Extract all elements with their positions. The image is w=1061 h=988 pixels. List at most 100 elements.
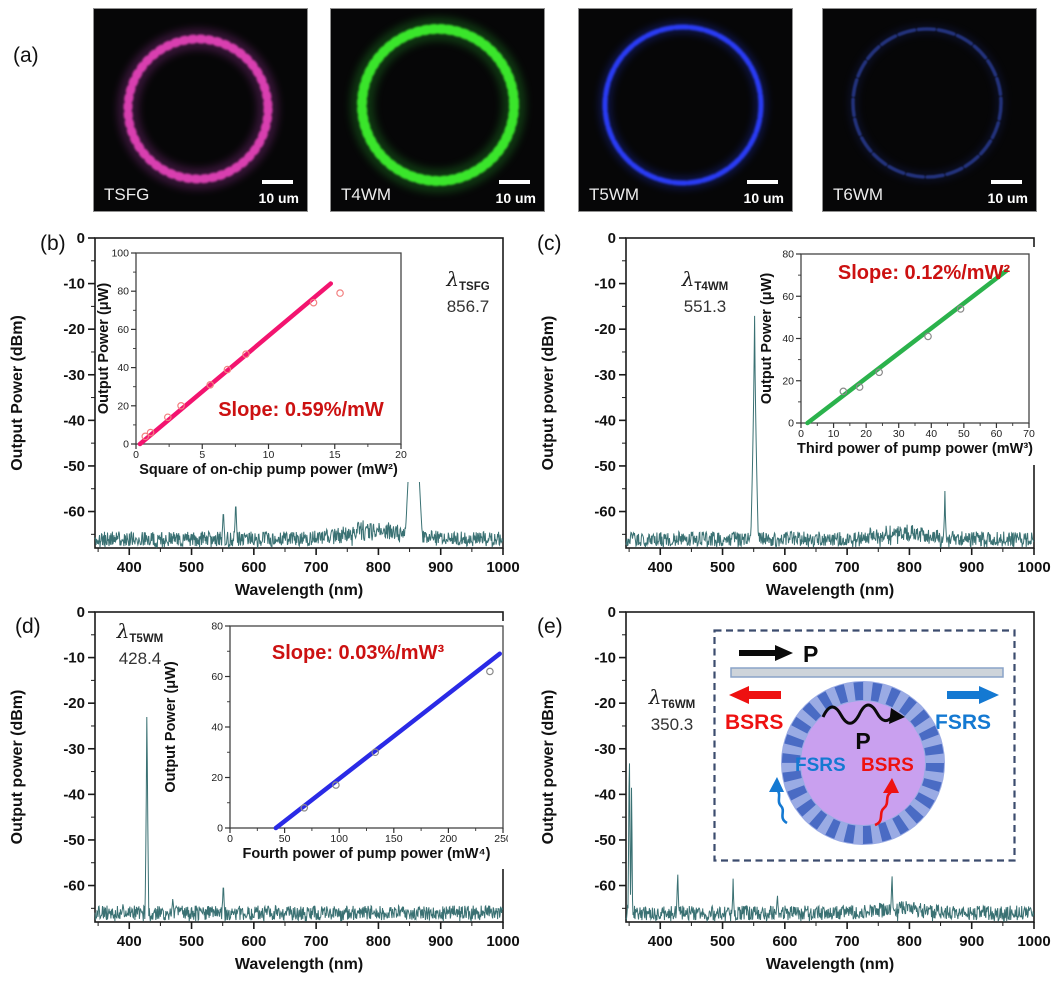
data-point [336,289,344,297]
pump-wave-arrowhead-icon [889,708,905,724]
inset-y-axis-title: Output Power (μW) [96,283,112,414]
data-point [309,298,318,307]
svg-text:1000: 1000 [486,559,519,576]
svg-text:5: 5 [199,449,205,461]
svg-text:600: 600 [772,933,797,950]
srs-schematic-svg: P BSRS FSRS P FSRS [713,629,1016,862]
svg-text:100: 100 [111,248,129,260]
svg-text:400: 400 [117,933,142,950]
svg-text:900: 900 [428,933,453,950]
panel-a-label: (a) [13,44,39,67]
svg-text:0: 0 [788,418,794,430]
srs-schematic: P BSRS FSRS P FSRS [713,629,1016,862]
power-dependence-inset: 0 10 20 30 40 50 60 70 0 20 40 60 80 Third power of p… [759,247,1037,465]
svg-text:40: 40 [211,722,223,734]
svg-text:800: 800 [897,559,922,576]
panel-d-chart: 400 500 600 700 800 900 1000 0 -10 -20 -30 -40 -50 -6… [0,602,530,974]
micrograph-t6wm: T6WM 10 um [822,8,1037,212]
svg-text:700: 700 [304,559,329,576]
x-axis-title: Wavelength (nm) [766,956,894,973]
bsrs-label: BSRS [725,711,783,734]
svg-text:600: 600 [241,933,266,950]
svg-text:-10: -10 [594,276,616,293]
peak-wavelength-symbol: λT4WM [681,267,729,293]
svg-text:800: 800 [366,933,391,950]
spectrum-trace [625,763,1035,923]
svg-text:-30: -30 [63,367,85,384]
svg-text:15: 15 [329,449,341,461]
svg-text:0: 0 [608,604,616,621]
pump-arrowhead-icon [775,645,793,661]
svg-text:-30: -30 [594,741,616,758]
fit-line [273,651,502,831]
peak-wavelength-value: 551.3 [684,297,727,316]
svg-text:250: 250 [494,833,508,845]
panel-c-chart: 400 500 600 700 800 900 1000 0 -10 -20 -30 -40 -50 -6… [531,228,1061,600]
peak-wavelength-symbol: λT5WM [116,619,164,645]
peak-wavelength-symbol: λT6WM [648,685,696,711]
slope-label: Slope: 0.59%/mW [218,399,384,421]
svg-text:-50: -50 [594,458,616,475]
svg-text:0: 0 [123,439,129,451]
svg-text:10: 10 [263,449,275,461]
svg-text:400: 400 [648,933,673,950]
ring-grating-teeth [782,682,944,844]
svg-text:60: 60 [782,291,794,303]
svg-text:600: 600 [241,559,266,576]
micrograph-label: T5WM [589,185,640,204]
svg-text:-40: -40 [63,412,85,429]
inset-x-axis-title: Third power of pump power (mW³) [797,441,1033,457]
svg-text:50: 50 [958,428,970,440]
svg-text:500: 500 [710,559,735,576]
plot-frame [94,237,504,549]
svg-text:80: 80 [211,621,223,633]
slope-label: Slope: 0.03%/mW³ [272,642,445,664]
peak-wavelength-value: 428.4 [119,649,162,668]
spectrum-trace [94,311,504,550]
y-axis-title: Output power (dBm) [9,690,26,845]
svg-text:1000: 1000 [1017,559,1050,576]
svg-text:150: 150 [385,833,403,845]
svg-text:-60: -60 [63,878,85,895]
panel-d: (d) 400 500 600 700 800 900 1000 0 -10 -20 -30 -40-… [0,602,530,974]
panel-b: (b) 400 500 600 700 800 900 1000 0 -10 -20 -30 -40-… [0,228,530,600]
svg-text:0: 0 [133,449,139,461]
data-point [486,667,494,676]
scale-bar-label: 10 um [258,190,299,206]
svg-text:-40: -40 [63,786,85,803]
svg-text:-20: -20 [63,695,85,712]
svg-text:200: 200 [440,833,458,845]
peak-wavelength-value: 856.7 [447,297,490,316]
spectrum-chart-c: 400 500 600 700 800 900 10000-10-20-30-40-50-6… [540,230,1051,599]
svg-text:70: 70 [1023,428,1035,440]
svg-text:-60: -60 [63,504,85,521]
data-point [300,804,309,812]
x-axis-title: Wavelength (nm) [766,582,894,599]
svg-text:20: 20 [782,375,794,387]
data-point [242,350,250,359]
svg-text:-20: -20 [594,695,616,712]
scale-bar [747,180,778,184]
pump-label: P [803,641,818,667]
svg-text:-10: -10 [63,650,85,667]
fsrs-squiggle-arrowhead-icon [769,777,784,792]
scale-bar-label: 10 um [495,190,536,206]
peak-wavelength-value: 350.3 [651,715,694,734]
scale-bar [262,180,293,184]
svg-text:-10: -10 [63,276,85,293]
svg-text:60: 60 [991,428,1003,440]
resonator-ring-image [848,24,1006,182]
fit-line [805,268,1009,426]
x-axis-title: Wavelength (nm) [235,956,363,973]
panel-b-chart: 400 500 600 700 800 900 1000 0 -10 -20 -30 -40 -50 -6… [0,228,530,600]
svg-text:1000: 1000 [1017,933,1050,950]
micrograph-t4wm: T4WM 10 um [330,8,545,212]
resonator-ring-image [350,17,526,193]
svg-text:80: 80 [117,286,129,298]
svg-text:80: 80 [782,249,794,261]
svg-text:900: 900 [959,559,984,576]
panel-c: (c) 400 500 600 700 800 900 1000 0 -10 -20 -30 -40-… [531,228,1061,600]
pump-wave [821,703,895,725]
scale-bar [499,180,530,184]
svg-text:-40: -40 [594,412,616,429]
